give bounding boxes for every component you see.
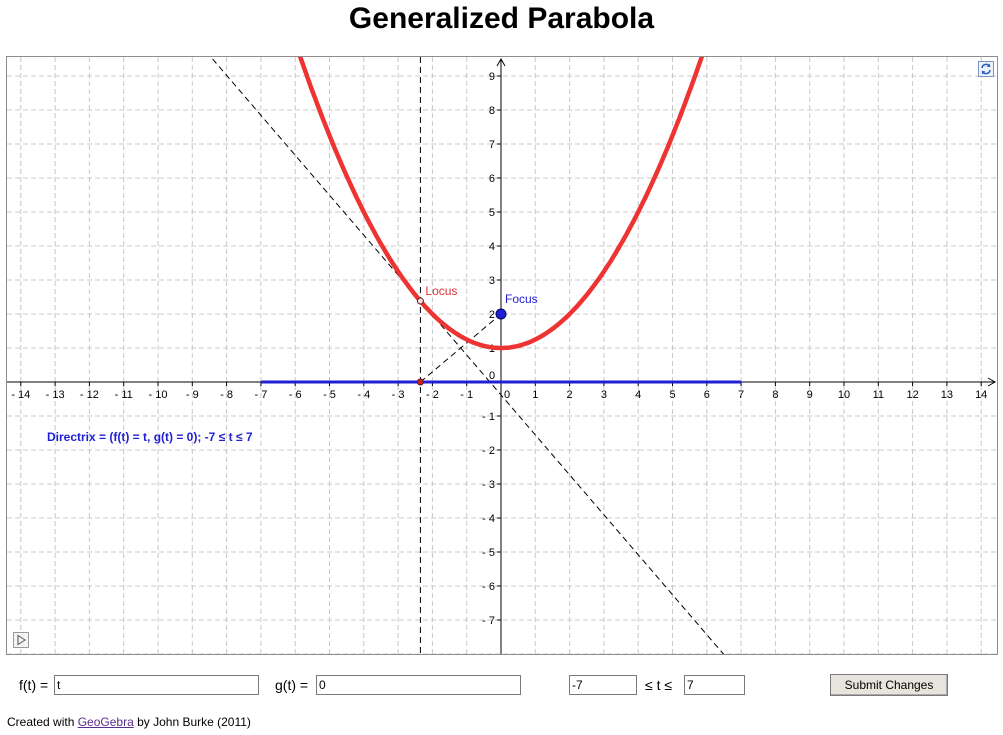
x-tick-label: 6 — [704, 389, 710, 401]
x-tick-label: - 12 — [80, 389, 99, 401]
x-tick-label: - 7 — [254, 389, 267, 401]
y-tick-label: 3 — [489, 275, 495, 287]
footer-suffix: by John Burke (2011) — [133, 715, 251, 729]
focus-label: Focus — [505, 292, 538, 306]
directrix-point[interactable] — [416, 378, 424, 386]
t-range-label: ≤ t ≤ — [645, 677, 673, 693]
y-tick-label: 2 — [489, 309, 495, 321]
submit-changes-button[interactable]: Submit Changes — [830, 674, 948, 696]
g-label: g(t) = — [275, 677, 309, 693]
y-tick-label: 7 — [489, 139, 495, 151]
x-tick-label: 13 — [941, 389, 953, 401]
focus-segment — [420, 313, 502, 383]
x-tick-label: 9 — [807, 389, 813, 401]
x-tick-label: - 9 — [186, 389, 199, 401]
x-tick-label: 14 — [975, 389, 987, 401]
origin-y-label: 0 — [489, 370, 495, 382]
y-tick-label: - 2 — [482, 445, 495, 457]
y-tick-label: - 1 — [482, 411, 495, 423]
x-tick-label: 2 — [567, 389, 573, 401]
y-tick-label: - 6 — [482, 581, 495, 593]
x-tick-label: - 4 — [357, 389, 370, 401]
x-tick-label: 12 — [906, 389, 918, 401]
page-title: Generalized Parabola — [348, 2, 655, 35]
y-tick-label: 8 — [489, 105, 495, 117]
refresh-icon[interactable] — [978, 61, 994, 77]
locus-label: Locus — [425, 284, 457, 298]
t-max-input[interactable] — [684, 675, 745, 695]
x-tick-label: - 13 — [46, 389, 65, 401]
x-tick-label: - 5 — [323, 389, 336, 401]
geogebra-link[interactable]: GeoGebra — [77, 715, 134, 729]
f-input[interactable] — [54, 675, 259, 695]
y-axis-arrow — [496, 57, 506, 67]
x-tick-label: 8 — [772, 389, 778, 401]
locus-point[interactable] — [416, 297, 424, 305]
y-tick-label: - 5 — [482, 547, 495, 559]
play-icon[interactable] — [13, 632, 29, 648]
tangent-bisector-line — [210, 57, 725, 654]
directrix-caption: Directrix = (f(t) = t, g(t) = 0); -7 ≤ t… — [47, 430, 253, 444]
y-tick-label: 5 — [489, 207, 495, 219]
footer-prefix: Created with — [7, 715, 78, 729]
focus-point[interactable] — [495, 308, 507, 320]
x-tick-label: 10 — [838, 389, 850, 401]
x-tick-label: - 2 — [426, 389, 439, 401]
graph-canvas[interactable]: - 14- 13- 12- 11- 10- 9- 8- 7- 6- 5- 4- … — [7, 57, 997, 654]
x-tick-label: - 1 — [460, 389, 473, 401]
y-tick-label: - 7 — [482, 615, 495, 627]
y-tick-label: 9 — [489, 71, 495, 83]
x-axis-arrow — [987, 377, 997, 387]
x-tick-label: - 14 — [11, 389, 30, 401]
x-tick-label: - 3 — [392, 389, 405, 401]
x-tick-label: 11 — [873, 389, 884, 401]
g-input[interactable] — [316, 675, 521, 695]
geogebra-applet[interactable]: - 14- 13- 12- 11- 10- 9- 8- 7- 6- 5- 4- … — [6, 56, 998, 655]
x-tick-label: - 8 — [220, 389, 233, 401]
origin-x-label: 0 — [504, 389, 510, 401]
x-tick-label: 7 — [738, 389, 744, 401]
y-tick-label: - 4 — [482, 513, 495, 525]
y-tick-label: 6 — [489, 173, 495, 185]
parabola-locus-curve — [297, 57, 705, 351]
x-tick-label: - 10 — [149, 389, 168, 401]
x-tick-label: 4 — [635, 389, 641, 401]
x-tick-label: 3 — [601, 389, 607, 401]
t-min-input[interactable] — [569, 675, 637, 695]
x-tick-label: - 11 — [115, 389, 133, 401]
y-tick-label: 4 — [489, 241, 495, 253]
x-tick-label: 5 — [669, 389, 675, 401]
x-tick-label: - 6 — [289, 389, 302, 401]
y-tick-label: - 3 — [482, 479, 495, 491]
f-label: f(t) = — [19, 677, 49, 693]
footer: Created with GeoGebra by John Burke (201… — [7, 714, 251, 730]
x-tick-label: 1 — [532, 389, 538, 401]
